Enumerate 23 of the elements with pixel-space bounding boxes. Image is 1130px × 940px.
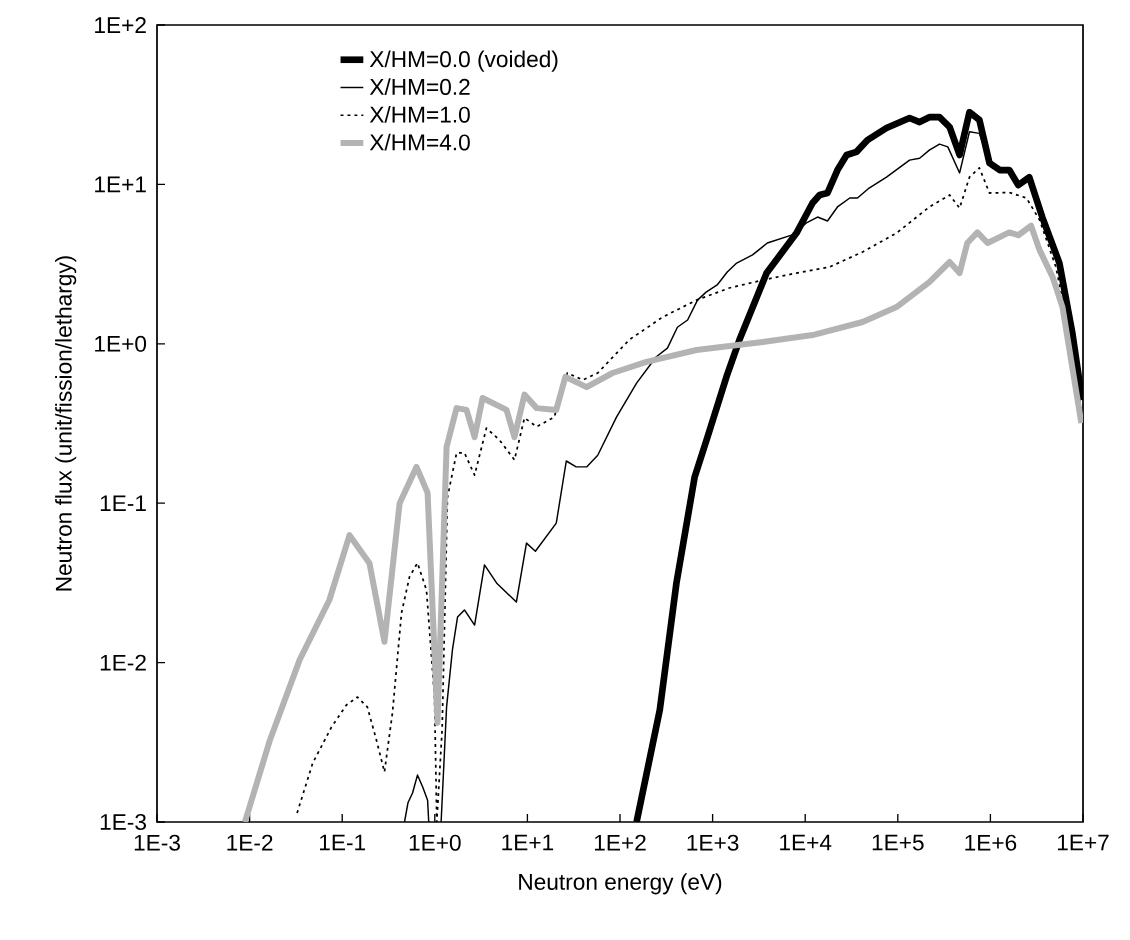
y-axis-title: Neutron flux (unit/fission/lethargy) [55,256,77,591]
y-tick-label: 1E-2 [100,654,146,671]
x-tick-label: 1E+2 [594,834,646,851]
legend-label: X/HM=0.2 [369,78,470,95]
legend-label: X/HM=4.0 [369,133,470,151]
y-tick-label: 1E+1 [95,176,146,193]
x-tick-label: 1E+3 [687,834,739,851]
x-tick-label: 1E+6 [965,834,1017,851]
x-tick-label: 1E-3 [134,834,180,851]
x-tick-label: 1E+7 [1057,834,1109,851]
x-tick-label: 1E-2 [227,834,273,851]
y-tick-label: 1E-1 [100,495,146,511]
x-tick-label: 1E+5 [872,834,924,851]
legend-label: X/HM=1.0 [369,106,470,123]
y-tick-label: 1E+2 [95,17,146,33]
x-tick-label: 1E+4 [780,834,832,851]
x-tick-label: 1E+0 [409,834,461,851]
x-tick-label: 1E+1 [502,834,554,851]
x-tick-label: 1E-1 [320,834,366,851]
x-axis-title: Neutron energy (eV) [519,873,722,895]
y-tick-label: 1E+0 [95,335,147,352]
y-tick-label: 1E-3 [100,813,146,831]
legend-label: X/HM=0.0 (voided) [369,50,558,72]
